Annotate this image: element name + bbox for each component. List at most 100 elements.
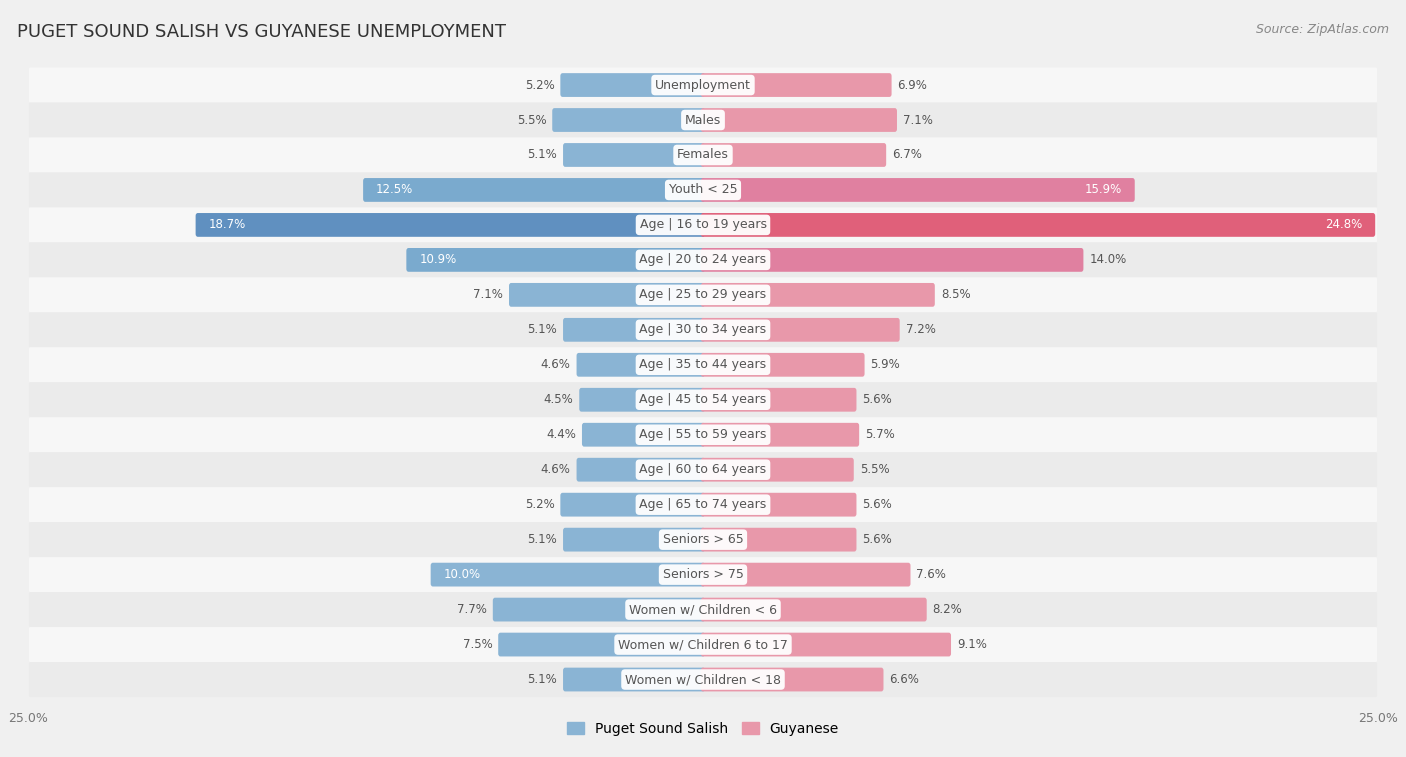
Text: 8.5%: 8.5% — [941, 288, 970, 301]
Text: 4.6%: 4.6% — [541, 463, 571, 476]
FancyBboxPatch shape — [700, 493, 856, 516]
FancyBboxPatch shape — [509, 283, 706, 307]
FancyBboxPatch shape — [430, 562, 706, 587]
Text: 10.9%: 10.9% — [419, 254, 457, 266]
FancyBboxPatch shape — [576, 458, 706, 481]
FancyBboxPatch shape — [195, 213, 706, 237]
FancyBboxPatch shape — [562, 668, 706, 691]
FancyBboxPatch shape — [30, 313, 1376, 347]
FancyBboxPatch shape — [30, 522, 1376, 557]
Text: 5.7%: 5.7% — [865, 428, 894, 441]
Text: 7.7%: 7.7% — [457, 603, 486, 616]
Text: 6.6%: 6.6% — [890, 673, 920, 686]
Text: 12.5%: 12.5% — [375, 183, 413, 197]
FancyBboxPatch shape — [700, 248, 1084, 272]
Text: Women w/ Children < 18: Women w/ Children < 18 — [626, 673, 780, 686]
FancyBboxPatch shape — [494, 598, 706, 621]
FancyBboxPatch shape — [363, 178, 706, 202]
Text: Youth < 25: Youth < 25 — [669, 183, 737, 197]
Text: Seniors > 65: Seniors > 65 — [662, 533, 744, 546]
FancyBboxPatch shape — [700, 633, 950, 656]
FancyBboxPatch shape — [30, 662, 1376, 697]
FancyBboxPatch shape — [30, 207, 1376, 242]
FancyBboxPatch shape — [700, 178, 1135, 202]
Text: 5.1%: 5.1% — [527, 323, 557, 336]
Text: 5.6%: 5.6% — [862, 394, 893, 407]
Text: Age | 30 to 34 years: Age | 30 to 34 years — [640, 323, 766, 336]
FancyBboxPatch shape — [582, 423, 706, 447]
Text: Females: Females — [678, 148, 728, 161]
Text: PUGET SOUND SALISH VS GUYANESE UNEMPLOYMENT: PUGET SOUND SALISH VS GUYANESE UNEMPLOYM… — [17, 23, 506, 41]
FancyBboxPatch shape — [562, 318, 706, 341]
Text: 6.7%: 6.7% — [893, 148, 922, 161]
FancyBboxPatch shape — [30, 347, 1376, 382]
FancyBboxPatch shape — [561, 73, 706, 97]
Text: 10.0%: 10.0% — [444, 568, 481, 581]
FancyBboxPatch shape — [700, 458, 853, 481]
FancyBboxPatch shape — [30, 277, 1376, 313]
Text: 5.6%: 5.6% — [862, 533, 893, 546]
Text: 24.8%: 24.8% — [1324, 219, 1362, 232]
FancyBboxPatch shape — [30, 417, 1376, 452]
FancyBboxPatch shape — [30, 67, 1376, 102]
Text: Women w/ Children 6 to 17: Women w/ Children 6 to 17 — [619, 638, 787, 651]
FancyBboxPatch shape — [30, 452, 1376, 488]
Text: 5.5%: 5.5% — [516, 114, 547, 126]
FancyBboxPatch shape — [562, 528, 706, 552]
FancyBboxPatch shape — [700, 528, 856, 552]
Text: 5.9%: 5.9% — [870, 358, 900, 371]
Text: 8.2%: 8.2% — [932, 603, 962, 616]
FancyBboxPatch shape — [576, 353, 706, 377]
FancyBboxPatch shape — [700, 108, 897, 132]
Legend: Puget Sound Salish, Guyanese: Puget Sound Salish, Guyanese — [567, 721, 839, 736]
Text: 7.1%: 7.1% — [903, 114, 932, 126]
Text: 7.2%: 7.2% — [905, 323, 935, 336]
Text: 5.2%: 5.2% — [524, 79, 554, 92]
Text: Age | 60 to 64 years: Age | 60 to 64 years — [640, 463, 766, 476]
FancyBboxPatch shape — [700, 668, 883, 691]
Text: 4.6%: 4.6% — [541, 358, 571, 371]
Text: Source: ZipAtlas.com: Source: ZipAtlas.com — [1256, 23, 1389, 36]
Text: Women w/ Children < 6: Women w/ Children < 6 — [628, 603, 778, 616]
Text: 4.4%: 4.4% — [546, 428, 576, 441]
Text: Age | 16 to 19 years: Age | 16 to 19 years — [640, 219, 766, 232]
Text: Age | 55 to 59 years: Age | 55 to 59 years — [640, 428, 766, 441]
FancyBboxPatch shape — [700, 283, 935, 307]
FancyBboxPatch shape — [30, 138, 1376, 173]
FancyBboxPatch shape — [406, 248, 706, 272]
Text: Unemployment: Unemployment — [655, 79, 751, 92]
Text: Age | 45 to 54 years: Age | 45 to 54 years — [640, 394, 766, 407]
FancyBboxPatch shape — [30, 592, 1376, 627]
Text: 7.1%: 7.1% — [474, 288, 503, 301]
FancyBboxPatch shape — [700, 213, 1375, 237]
Text: 5.1%: 5.1% — [527, 533, 557, 546]
FancyBboxPatch shape — [30, 627, 1376, 662]
FancyBboxPatch shape — [700, 143, 886, 167]
FancyBboxPatch shape — [498, 633, 706, 656]
Text: 6.9%: 6.9% — [897, 79, 928, 92]
Text: 15.9%: 15.9% — [1084, 183, 1122, 197]
FancyBboxPatch shape — [30, 173, 1376, 207]
FancyBboxPatch shape — [30, 488, 1376, 522]
FancyBboxPatch shape — [30, 557, 1376, 592]
FancyBboxPatch shape — [700, 598, 927, 621]
Text: 14.0%: 14.0% — [1090, 254, 1126, 266]
FancyBboxPatch shape — [700, 73, 891, 97]
FancyBboxPatch shape — [561, 493, 706, 516]
Text: 5.5%: 5.5% — [859, 463, 890, 476]
Text: 5.2%: 5.2% — [524, 498, 554, 511]
Text: 18.7%: 18.7% — [208, 219, 246, 232]
FancyBboxPatch shape — [553, 108, 706, 132]
FancyBboxPatch shape — [700, 562, 911, 587]
FancyBboxPatch shape — [30, 382, 1376, 417]
Text: 9.1%: 9.1% — [957, 638, 987, 651]
FancyBboxPatch shape — [700, 388, 856, 412]
FancyBboxPatch shape — [700, 423, 859, 447]
FancyBboxPatch shape — [562, 143, 706, 167]
Text: Age | 35 to 44 years: Age | 35 to 44 years — [640, 358, 766, 371]
Text: 4.5%: 4.5% — [544, 394, 574, 407]
FancyBboxPatch shape — [30, 242, 1376, 277]
FancyBboxPatch shape — [30, 102, 1376, 138]
Text: Age | 65 to 74 years: Age | 65 to 74 years — [640, 498, 766, 511]
FancyBboxPatch shape — [700, 353, 865, 377]
